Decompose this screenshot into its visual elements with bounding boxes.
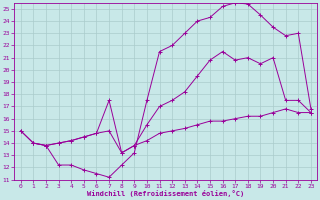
X-axis label: Windchill (Refroidissement éolien,°C): Windchill (Refroidissement éolien,°C) [87,190,244,197]
